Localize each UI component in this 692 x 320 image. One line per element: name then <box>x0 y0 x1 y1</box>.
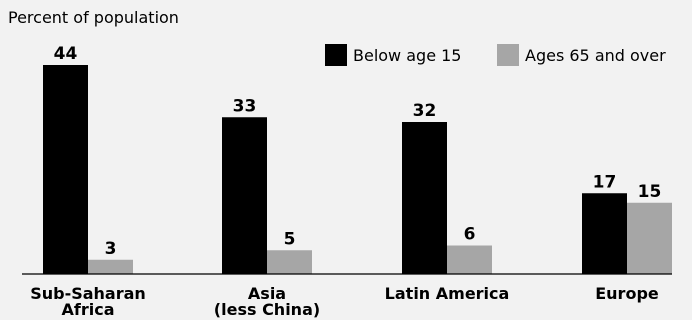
data-label-over-65: 5 <box>284 229 296 249</box>
category-label: (less China) <box>214 300 320 319</box>
data-label-over-65: 6 <box>464 225 476 245</box>
data-label-below-15: 32 <box>413 101 437 121</box>
bar-over-65 <box>627 202 672 274</box>
category-label: Europe <box>595 284 659 303</box>
category-label: Latin America <box>385 284 510 303</box>
bar-over-65 <box>88 259 133 274</box>
bar-below-15 <box>222 117 267 274</box>
bar-over-65 <box>267 250 312 274</box>
bar-below-15 <box>402 122 447 274</box>
legend-label: Below age 15 <box>353 46 461 65</box>
bar-below-15 <box>582 193 627 274</box>
data-label-below-15: 33 <box>233 96 257 116</box>
legend-swatch <box>497 44 519 66</box>
y-axis-label: Percent of population <box>8 8 179 27</box>
legend: Below age 15 Ages 65 and over <box>325 44 666 66</box>
data-label-below-15: 44 <box>54 44 78 64</box>
data-label-over-65: 3 <box>105 239 117 259</box>
legend-swatch <box>325 44 347 66</box>
bar-below-15 <box>43 65 88 274</box>
bar-over-65 <box>447 245 492 274</box>
data-label-below-15: 17 <box>593 172 617 192</box>
legend-label: Ages 65 and over <box>525 46 666 65</box>
category-label: Africa <box>62 300 115 319</box>
category-label: Asia <box>248 284 286 303</box>
category-label: Sub-Saharan <box>30 284 146 303</box>
data-label-over-65: 15 <box>638 182 662 202</box>
